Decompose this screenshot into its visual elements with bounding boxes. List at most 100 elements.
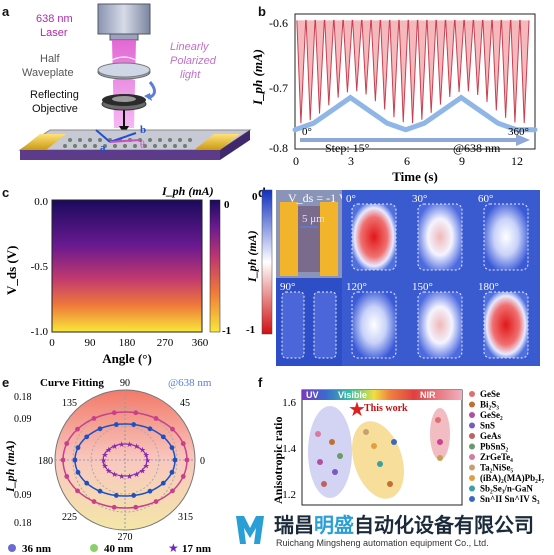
f-legend-marker (469, 475, 475, 481)
e-rtick: 0.18 (14, 518, 32, 529)
f-data-point (437, 439, 443, 445)
linearly-label: Linearly (170, 41, 210, 53)
e-wavelength: @638 nm (168, 377, 212, 389)
e-point-17nm: ★ (101, 451, 108, 460)
f-legend-marker (469, 485, 475, 492)
c-cbar-bottom: -1 (222, 325, 231, 337)
e-point-40nm (84, 480, 90, 486)
e-legend-36: 36 nm (22, 543, 51, 555)
this-work-star: ★ (348, 399, 366, 421)
legend-marker-40nm (90, 544, 98, 552)
b-end-label: 360° (508, 126, 529, 138)
f-data-point (363, 429, 369, 435)
b-ytick: -0.8 (269, 141, 288, 155)
e-point-36nm (64, 441, 70, 446)
e-angle: 315 (178, 512, 193, 523)
e-point-40nm (160, 480, 166, 486)
reflecting-label: Reflecting (30, 89, 79, 101)
b-xtick: 6 (404, 154, 410, 168)
panel-f-chart: UV Visible NIR ★ This work 1.6 1.4 1.2 A… (271, 389, 544, 506)
f-legend-marker (469, 412, 475, 418)
f-ytick: 1.2 (282, 489, 296, 501)
f-legend-entry: ZrGeTe₄ (480, 452, 513, 462)
e-point-40nm (75, 469, 81, 475)
e-point-40nm (169, 469, 175, 475)
e-point-40nm (97, 488, 103, 494)
d-scale-label: 5 μm (302, 213, 325, 225)
e-point-17nm: ★ (139, 446, 146, 455)
e-point-17nm: ★ (126, 472, 133, 481)
f-data-point (315, 431, 321, 437)
e-point-36nm (153, 499, 159, 504)
b-wavelength-label: @638 nm (453, 141, 501, 155)
f-data-point (437, 455, 443, 461)
c-ytick: -0.5 (31, 261, 49, 273)
b-xtick: 0 (293, 154, 299, 168)
b-xtick: 3 (348, 154, 354, 168)
watermark-en: Ruichang Mingsheng automation equipment … (276, 538, 489, 548)
d-vds-label: V_ds = -1 V (288, 191, 348, 205)
c-cbar-top: 0 (224, 199, 230, 211)
watermark-cn-2: 明盛 (314, 515, 354, 537)
e-point-40nm (131, 493, 137, 498)
f-data-point (435, 417, 441, 423)
d-angle-label: 0° (346, 193, 356, 205)
waveplate-label-1: Half (40, 53, 61, 65)
panel-d-maps: 0 -1 I_ph (mA) V_ds = -1 V 5 μm 0° 30° 6… (240, 182, 554, 372)
f-band-nir: NIR (420, 390, 436, 400)
f-band-uv: UV (306, 390, 319, 400)
c-xtick: 90 (85, 337, 97, 349)
e-title: Curve Fitting (40, 377, 104, 389)
e-point-40nm (172, 457, 178, 463)
theta-label: θ (140, 140, 145, 151)
f-legend-entry: Ta₂NiSe₅ (480, 463, 513, 473)
c-xtick: 180 (119, 337, 136, 349)
b-envelope-line (292, 94, 538, 133)
d-angle-label: 180° (478, 281, 499, 293)
f-legend-marker (469, 464, 475, 471)
b-xtick: 9 (459, 154, 465, 168)
f-legend-marker (469, 496, 475, 502)
f-legend-entry: (iBA)₂(MA)Pb₂I₇ (480, 473, 544, 483)
panel-f-label: f (258, 375, 263, 390)
company-logo-icon (236, 516, 264, 544)
f-this-work: This work (364, 403, 408, 414)
f-legend-entry: GeSe₂ (480, 410, 503, 420)
e-point-36nm (133, 410, 139, 416)
watermark-cn-3: 自动化设备有限公司 (354, 515, 534, 537)
d-angle-label: 150° (412, 281, 433, 293)
e-point-36nm (111, 504, 117, 510)
e-point-36nm (153, 416, 159, 421)
e-point-17nm: ★ (118, 440, 125, 449)
f-legend-marker (469, 443, 475, 450)
e-point-17nm: ★ (111, 442, 118, 451)
f-data-point (337, 453, 343, 459)
e-point-36nm (111, 410, 117, 416)
c-xtick: 0 (49, 337, 55, 349)
legend-marker-36nm (8, 544, 16, 552)
e-point-40nm (169, 445, 175, 451)
e-point-40nm (147, 488, 153, 494)
d-cbar-label: I_ph (mA) (245, 230, 259, 283)
e-point-36nm (64, 474, 70, 479)
e-point-17nm: ★ (139, 466, 146, 475)
b-ylabel: I_ph (mA) (250, 49, 265, 106)
f-legend-entry: Sn^II Sn^IV S₃ (480, 494, 540, 504)
f-legend-entry: GeAs (480, 431, 501, 441)
panel-a-schematic: b a θ 638 nm Laser Half Waveplate Reflec… (18, 3, 252, 160)
panel-b-chart: 0° 360° Step: 15° @638 nm -0.6 -0.7 -0.8… (250, 13, 538, 184)
f-legend-entry: PbSnS₂ (480, 442, 509, 452)
e-point-17nm: ★ (100, 456, 107, 465)
b-start-label: 0° (302, 126, 312, 138)
e-point-36nm (170, 488, 175, 494)
c-ylabel: V_ds (V) (4, 246, 19, 295)
e-point-17nm: ★ (133, 442, 140, 451)
b-xtick: 12 (511, 154, 523, 168)
panel-c-heatmap: I_ph (mA) 0 -1 0.0 -0.5 -1.0 0 90 180 27… (4, 184, 231, 366)
f-ytick: 1.6 (282, 397, 296, 409)
e-point-17nm: ★ (105, 466, 112, 475)
e-ylabel: I_ph (mA) (3, 440, 17, 493)
f-ylabel: Anisotropic ratio (271, 417, 285, 504)
d-angle-label: 60° (478, 193, 493, 205)
e-angle: 180 (38, 456, 53, 467)
